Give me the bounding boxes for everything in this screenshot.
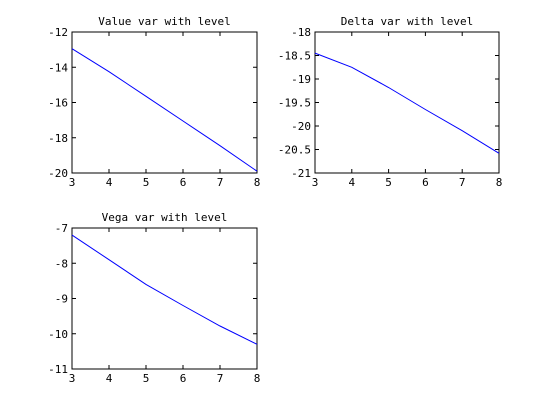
y-tick-label: -20.5	[278, 144, 311, 157]
y-tick-label: -18	[291, 26, 311, 39]
tick-marks	[71, 31, 258, 174]
y-tick-label: -21	[291, 167, 311, 180]
chart-title: Value var with level	[98, 15, 230, 28]
y-tick-label: -10	[48, 328, 68, 341]
x-tick-label: 4	[106, 176, 113, 189]
y-tick-label: -12	[48, 26, 68, 39]
x-tick-label: 6	[180, 372, 187, 385]
plot-frame	[314, 31, 500, 174]
y-tick-label: -19.5	[278, 97, 311, 110]
x-tick-label: 8	[496, 176, 503, 189]
y-tick-label: -8	[55, 257, 68, 270]
x-tick-labels: 3 4 5 6 7 8	[69, 372, 261, 385]
y-tick-label: -18	[48, 132, 68, 145]
x-tick-label: 3	[312, 176, 319, 189]
x-tick-label: 4	[106, 372, 113, 385]
x-tick-label: 3	[69, 372, 76, 385]
x-tick-label: 5	[143, 372, 150, 385]
subplot-value-var: Value var with level 3 4 5 6 7 8 -20 -18 -16 -14…	[48, 15, 260, 189]
x-tick-label: 4	[348, 176, 355, 189]
y-tick-label: -20	[291, 120, 311, 133]
y-tick-label: -11	[48, 363, 68, 376]
x-tick-labels: 3 4 5 6 7 8	[69, 176, 261, 189]
plot-frame	[71, 227, 258, 370]
x-tick-label: 5	[385, 176, 392, 189]
x-tick-labels: 3 4 5 6 7 8	[312, 176, 503, 189]
tick-marks	[71, 227, 258, 370]
chart-title: Delta var with level	[341, 15, 473, 28]
subplot-vega-var: Vega var with level 3 4 5 6 7 8 -11 -10 -9 -8 -7	[48, 211, 260, 385]
x-tick-label: 7	[459, 176, 466, 189]
y-tick-labels: -11 -10 -9 -8 -7	[48, 222, 68, 376]
series-line	[71, 234, 258, 345]
y-tick-label: -16	[48, 97, 68, 110]
y-tick-labels: -21 -20.5 -20 -19.5 -19 -18.5 -18	[278, 26, 311, 180]
x-tick-label: 7	[217, 176, 224, 189]
tick-marks	[314, 31, 500, 174]
x-tick-label: 5	[143, 176, 150, 189]
y-tick-labels: -20 -18 -16 -14 -12	[48, 26, 68, 180]
chart-title: Vega var with level	[102, 211, 228, 224]
x-tick-label: 6	[180, 176, 187, 189]
y-tick-label: -18.5	[278, 50, 311, 63]
x-tick-label: 3	[69, 176, 76, 189]
series-line	[71, 48, 258, 172]
x-tick-label: 6	[422, 176, 429, 189]
x-tick-label: 8	[254, 372, 261, 385]
x-tick-label: 7	[217, 372, 224, 385]
y-tick-label: -7	[55, 222, 68, 235]
y-tick-label: -19	[291, 73, 311, 86]
y-tick-label: -14	[48, 61, 68, 74]
y-tick-label: -20	[48, 167, 68, 180]
series-line	[314, 52, 500, 154]
x-tick-label: 8	[254, 176, 261, 189]
y-tick-label: -9	[55, 293, 68, 306]
